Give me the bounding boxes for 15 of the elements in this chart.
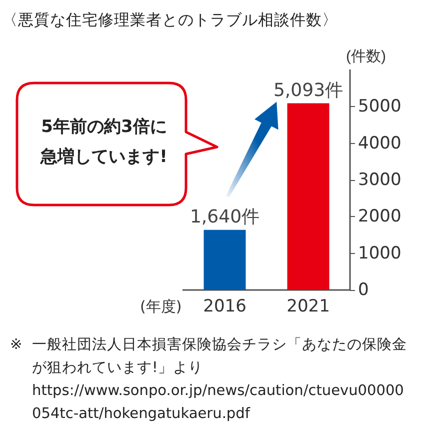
y-tick-label: 1000 <box>358 243 402 264</box>
x-axis-title: (年度) <box>140 298 182 316</box>
text: https://www.sonpo.or.jp/news/caution/ctuevu00000054tc-att/hokengatukaeru.pdf <box>32 382 405 424</box>
y-tick-label: 0 <box>358 280 369 300</box>
text: 5年前の約3倍に急増しています! <box>39 116 168 169</box>
chart-title: 〈悪質な住宅修理業者とのトラブル相談件数〉 <box>2 10 338 31</box>
y-tick-label: 3000 <box>358 170 402 190</box>
y-tick-label: 5000 <box>358 96 402 117</box>
data-label: 1,640件 <box>190 206 260 228</box>
x-tick-label: 2021 <box>286 296 330 316</box>
y-tick-label: 2000 <box>358 206 402 227</box>
y-axis-title: (件数) <box>346 48 386 65</box>
y-tick-label: 4000 <box>358 133 402 154</box>
x-tick-label: 2016 <box>203 296 246 316</box>
data-label: 5,093件 <box>273 80 344 101</box>
